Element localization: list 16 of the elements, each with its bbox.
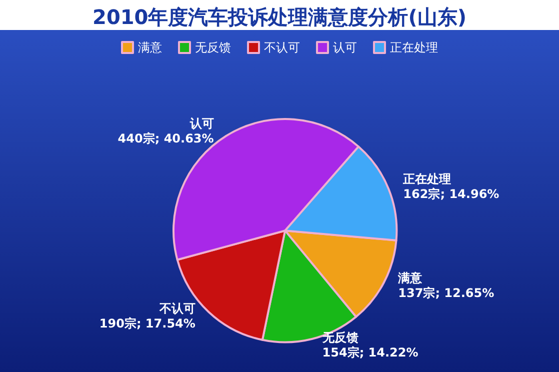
slice-label: 无反馈: [321, 330, 358, 344]
data-label: 190宗; 17.54%: [99, 316, 196, 331]
legend-label: 无反馈: [195, 40, 231, 54]
legend-label: 不认可: [264, 40, 300, 54]
slice-label: 不认可: [158, 302, 196, 316]
slice-label: 满意: [397, 270, 424, 285]
legend-label: 认可: [333, 40, 357, 54]
slice-label: 认可: [188, 116, 214, 130]
data-label: 162宗; 14.96%: [403, 187, 500, 202]
data-label: 440宗; 40.63%: [118, 131, 214, 146]
legend-label: 满意: [138, 40, 162, 54]
chart-title: 2010年度汽车投诉处理满意度分析(山东): [92, 5, 466, 29]
data-label: 154宗; 14.22%: [322, 345, 418, 360]
legend-label: 正在处理: [390, 40, 438, 54]
slice-label: 正在处理: [402, 172, 452, 186]
data-label: 137宗; 12.65%: [398, 286, 494, 300]
